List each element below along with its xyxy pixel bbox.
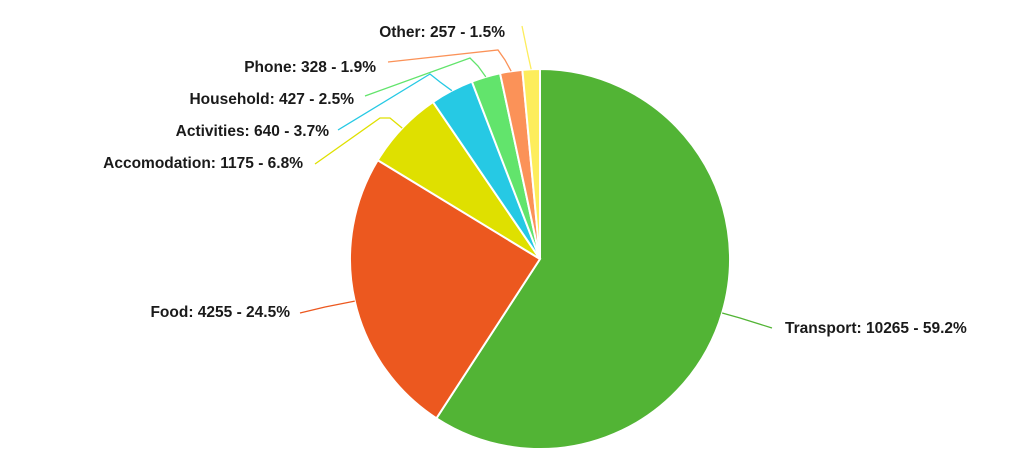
slice-label-accomodation: Accomodation: 1175 - 6.8%: [103, 155, 303, 172]
connector-transport: [721, 312, 773, 329]
connector-activities: [337, 73, 453, 131]
pie-slices: [349, 67, 731, 450]
slice-label-activities: Activities: 640 - 3.7%: [176, 123, 330, 140]
slice-label-household: Household: 427 - 2.5%: [189, 91, 354, 108]
connector-household: [364, 57, 487, 97]
label-connectors: [299, 25, 773, 329]
pie-slice-other[interactable]: [521, 67, 541, 260]
slice-label-food: Food: 4255 - 24.5%: [150, 304, 290, 321]
connector-other: [521, 25, 532, 70]
connector-phone: [387, 49, 512, 72]
slice-labels: Transport: 10265 - 59.2% Food: 4255 - 24.…: [103, 24, 967, 337]
pie-slice-food[interactable]: [349, 158, 542, 420]
connector-food: [299, 300, 355, 314]
connector-accomodation: [314, 117, 403, 165]
slice-label-other: Other: 257 - 1.5%: [379, 24, 505, 41]
slice-label-phone: Phone: 328 - 1.9%: [244, 59, 376, 76]
slice-label-transport: Transport: 10265 - 59.2%: [785, 320, 967, 337]
